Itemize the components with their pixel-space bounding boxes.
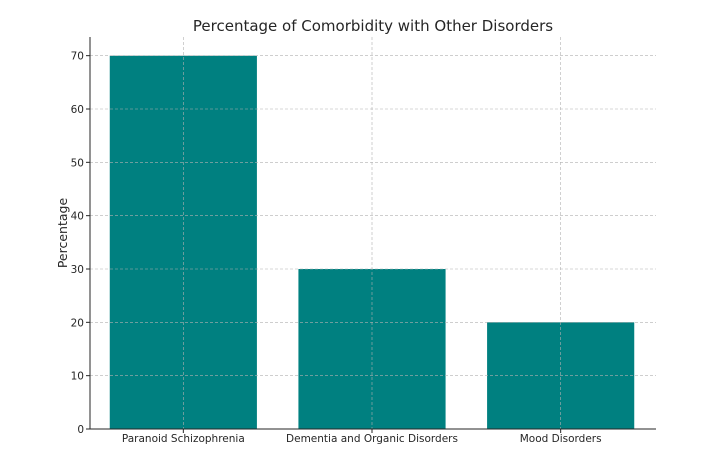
x-tick-label: Mood Disorders — [520, 433, 602, 445]
y-tick-label: 20 — [71, 317, 84, 329]
y-tick-label: 10 — [71, 371, 84, 383]
y-tick-label: 40 — [71, 211, 84, 223]
y-tick-label: 60 — [71, 104, 84, 116]
y-axis-label: Percentage — [55, 198, 70, 269]
y-tick-label: 30 — [71, 264, 84, 276]
y-tick-label: 70 — [71, 51, 84, 63]
x-tick-label: Paranoid Schizophrenia — [122, 433, 245, 445]
chart-title: Percentage of Comorbidity with Other Dis… — [193, 17, 553, 35]
y-tick-label: 0 — [77, 424, 84, 436]
y-tick-label: 50 — [71, 157, 84, 169]
x-tick-label: Dementia and Organic Disorders — [286, 433, 458, 445]
